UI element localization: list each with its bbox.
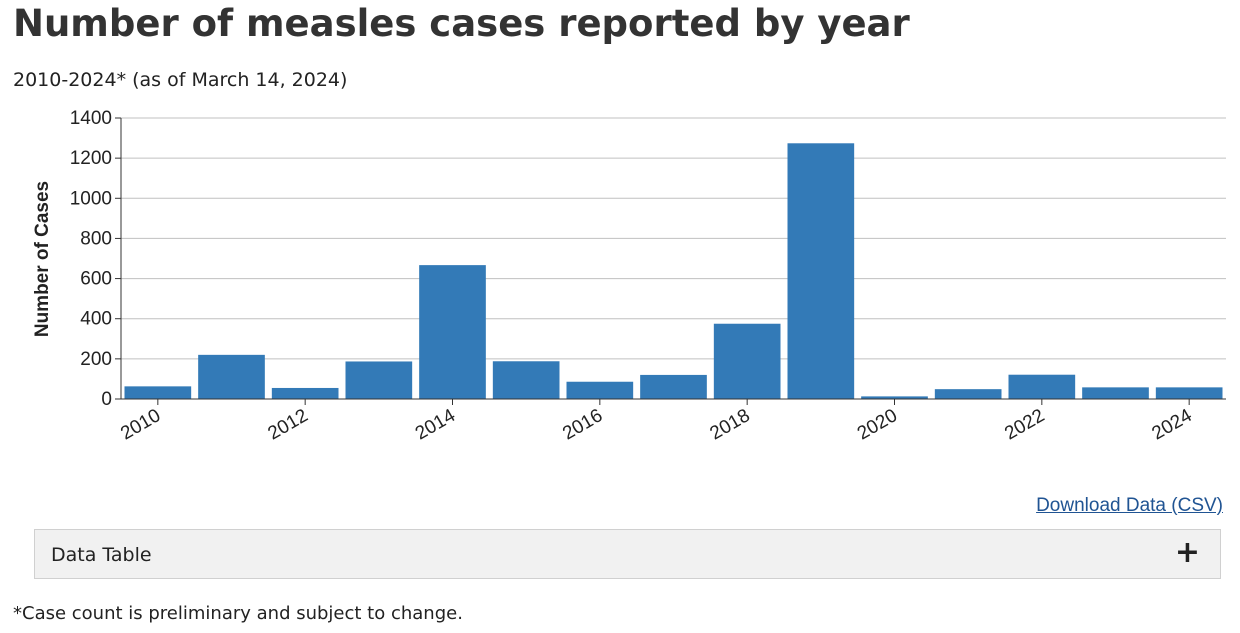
x-tick-label: 2022 bbox=[1001, 405, 1048, 444]
x-tick-label: 2010 bbox=[117, 405, 164, 444]
y-tick-label: 400 bbox=[80, 309, 112, 330]
bar-2012[interactable] bbox=[271, 387, 339, 399]
y-tick-label: 1400 bbox=[70, 108, 112, 129]
plus-icon[interactable]: + bbox=[1174, 535, 1200, 570]
x-tick-label: 2014 bbox=[412, 405, 459, 445]
page-title: Number of measles cases reported by year bbox=[13, 2, 910, 45]
y-tick-label: 200 bbox=[80, 349, 112, 370]
download-csv-link[interactable]: Download Data (CSV) bbox=[1036, 495, 1223, 516]
x-tick-label: 2016 bbox=[559, 405, 606, 444]
bar-2022[interactable] bbox=[1008, 374, 1076, 399]
bar-2015[interactable] bbox=[492, 361, 560, 399]
bar-2023[interactable] bbox=[1082, 387, 1149, 399]
bar-2018[interactable] bbox=[713, 323, 781, 399]
bar-2011[interactable] bbox=[198, 354, 265, 399]
chart-subtitle: 2010-2024* (as of March 14, 2024) bbox=[13, 69, 348, 91]
y-tick-label: 1000 bbox=[70, 188, 112, 209]
accordion-label: Data Table bbox=[51, 544, 152, 566]
y-tick-label: 1200 bbox=[70, 148, 112, 169]
footnote: *Case count is preliminary and subject t… bbox=[13, 603, 463, 624]
x-tick-label: 2012 bbox=[265, 405, 312, 444]
y-tick-label: 600 bbox=[80, 269, 112, 290]
y-tick-label: 800 bbox=[80, 228, 112, 249]
grid-lines bbox=[121, 117, 1226, 360]
bar-2010[interactable] bbox=[124, 386, 192, 399]
bar-2019[interactable] bbox=[787, 143, 855, 399]
data-table-accordion[interactable]: Data Table + bbox=[34, 529, 1221, 579]
measles-bar-chart: 0 200 400 600 800 1000 1200 1400 2010 2012 2014 201… bbox=[32, 108, 1226, 445]
x-tick-label: 2018 bbox=[707, 405, 754, 444]
x-tick-label: 2024 bbox=[1149, 405, 1196, 445]
y-tick-label: 0 bbox=[101, 389, 112, 410]
y-axis-label: Number of Cases bbox=[32, 181, 53, 337]
bar-2017[interactable] bbox=[640, 374, 707, 399]
x-tick-label: 2020 bbox=[854, 405, 901, 444]
bars bbox=[124, 143, 1223, 399]
bar-2024[interactable] bbox=[1155, 387, 1223, 399]
bar-2013[interactable] bbox=[345, 361, 413, 399]
bar-2014[interactable] bbox=[419, 265, 486, 399]
bar-2021[interactable] bbox=[934, 389, 1002, 399]
bar-2016[interactable] bbox=[566, 381, 634, 399]
bar-2020[interactable] bbox=[861, 396, 928, 399]
